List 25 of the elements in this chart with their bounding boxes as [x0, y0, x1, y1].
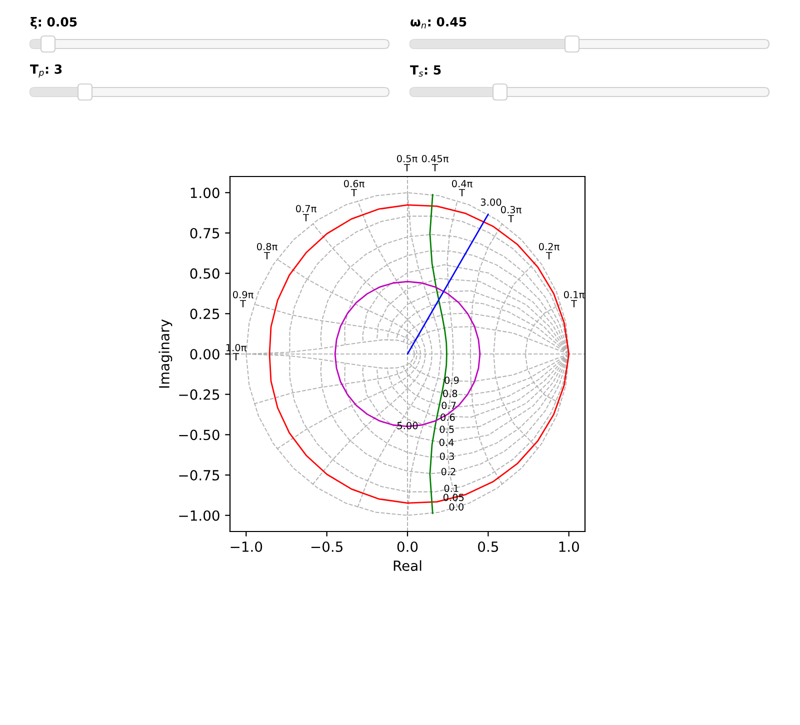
x-tick-label: 0.0	[397, 541, 418, 552]
y-tick-label: 0.00	[190, 348, 220, 360]
x-tick-label: −0.5	[311, 541, 342, 552]
text: ω$_{n}$: 0.45	[410, 17, 466, 28]
text: 0.45π T	[422, 154, 448, 172]
y-tick-label: −1.00	[179, 510, 220, 521]
annotation: 0.4π T	[452, 180, 472, 196]
text: T$_{p}$: 3	[30, 64, 62, 78]
annotation: 0.1π T	[564, 290, 584, 308]
y-tick-label: 0.75	[190, 228, 220, 238]
x-axis-title: Real	[394, 560, 422, 571]
y-tick-label: 1.00	[190, 188, 220, 198]
y-tick-label: 0.50	[190, 268, 220, 279]
x-tick-label: 1.0	[559, 541, 579, 552]
annotation: 0.6π T	[344, 180, 364, 196]
y-tick-label: −0.75	[179, 470, 220, 480]
x-tick-label: 0.5	[478, 541, 498, 552]
text: 0.5π T	[396, 154, 418, 172]
y-tick-label: −0.25	[179, 389, 220, 400]
text: ξ: 0.05	[30, 16, 77, 30]
y-axis-title: Imaginary	[158, 319, 172, 388]
x-tick-label: −1.0	[230, 541, 262, 552]
y-tick-label: 0.25	[190, 308, 220, 320]
text: T$_{s}$: 5	[410, 65, 441, 77]
y-tick-label: −0.50	[179, 430, 220, 440]
